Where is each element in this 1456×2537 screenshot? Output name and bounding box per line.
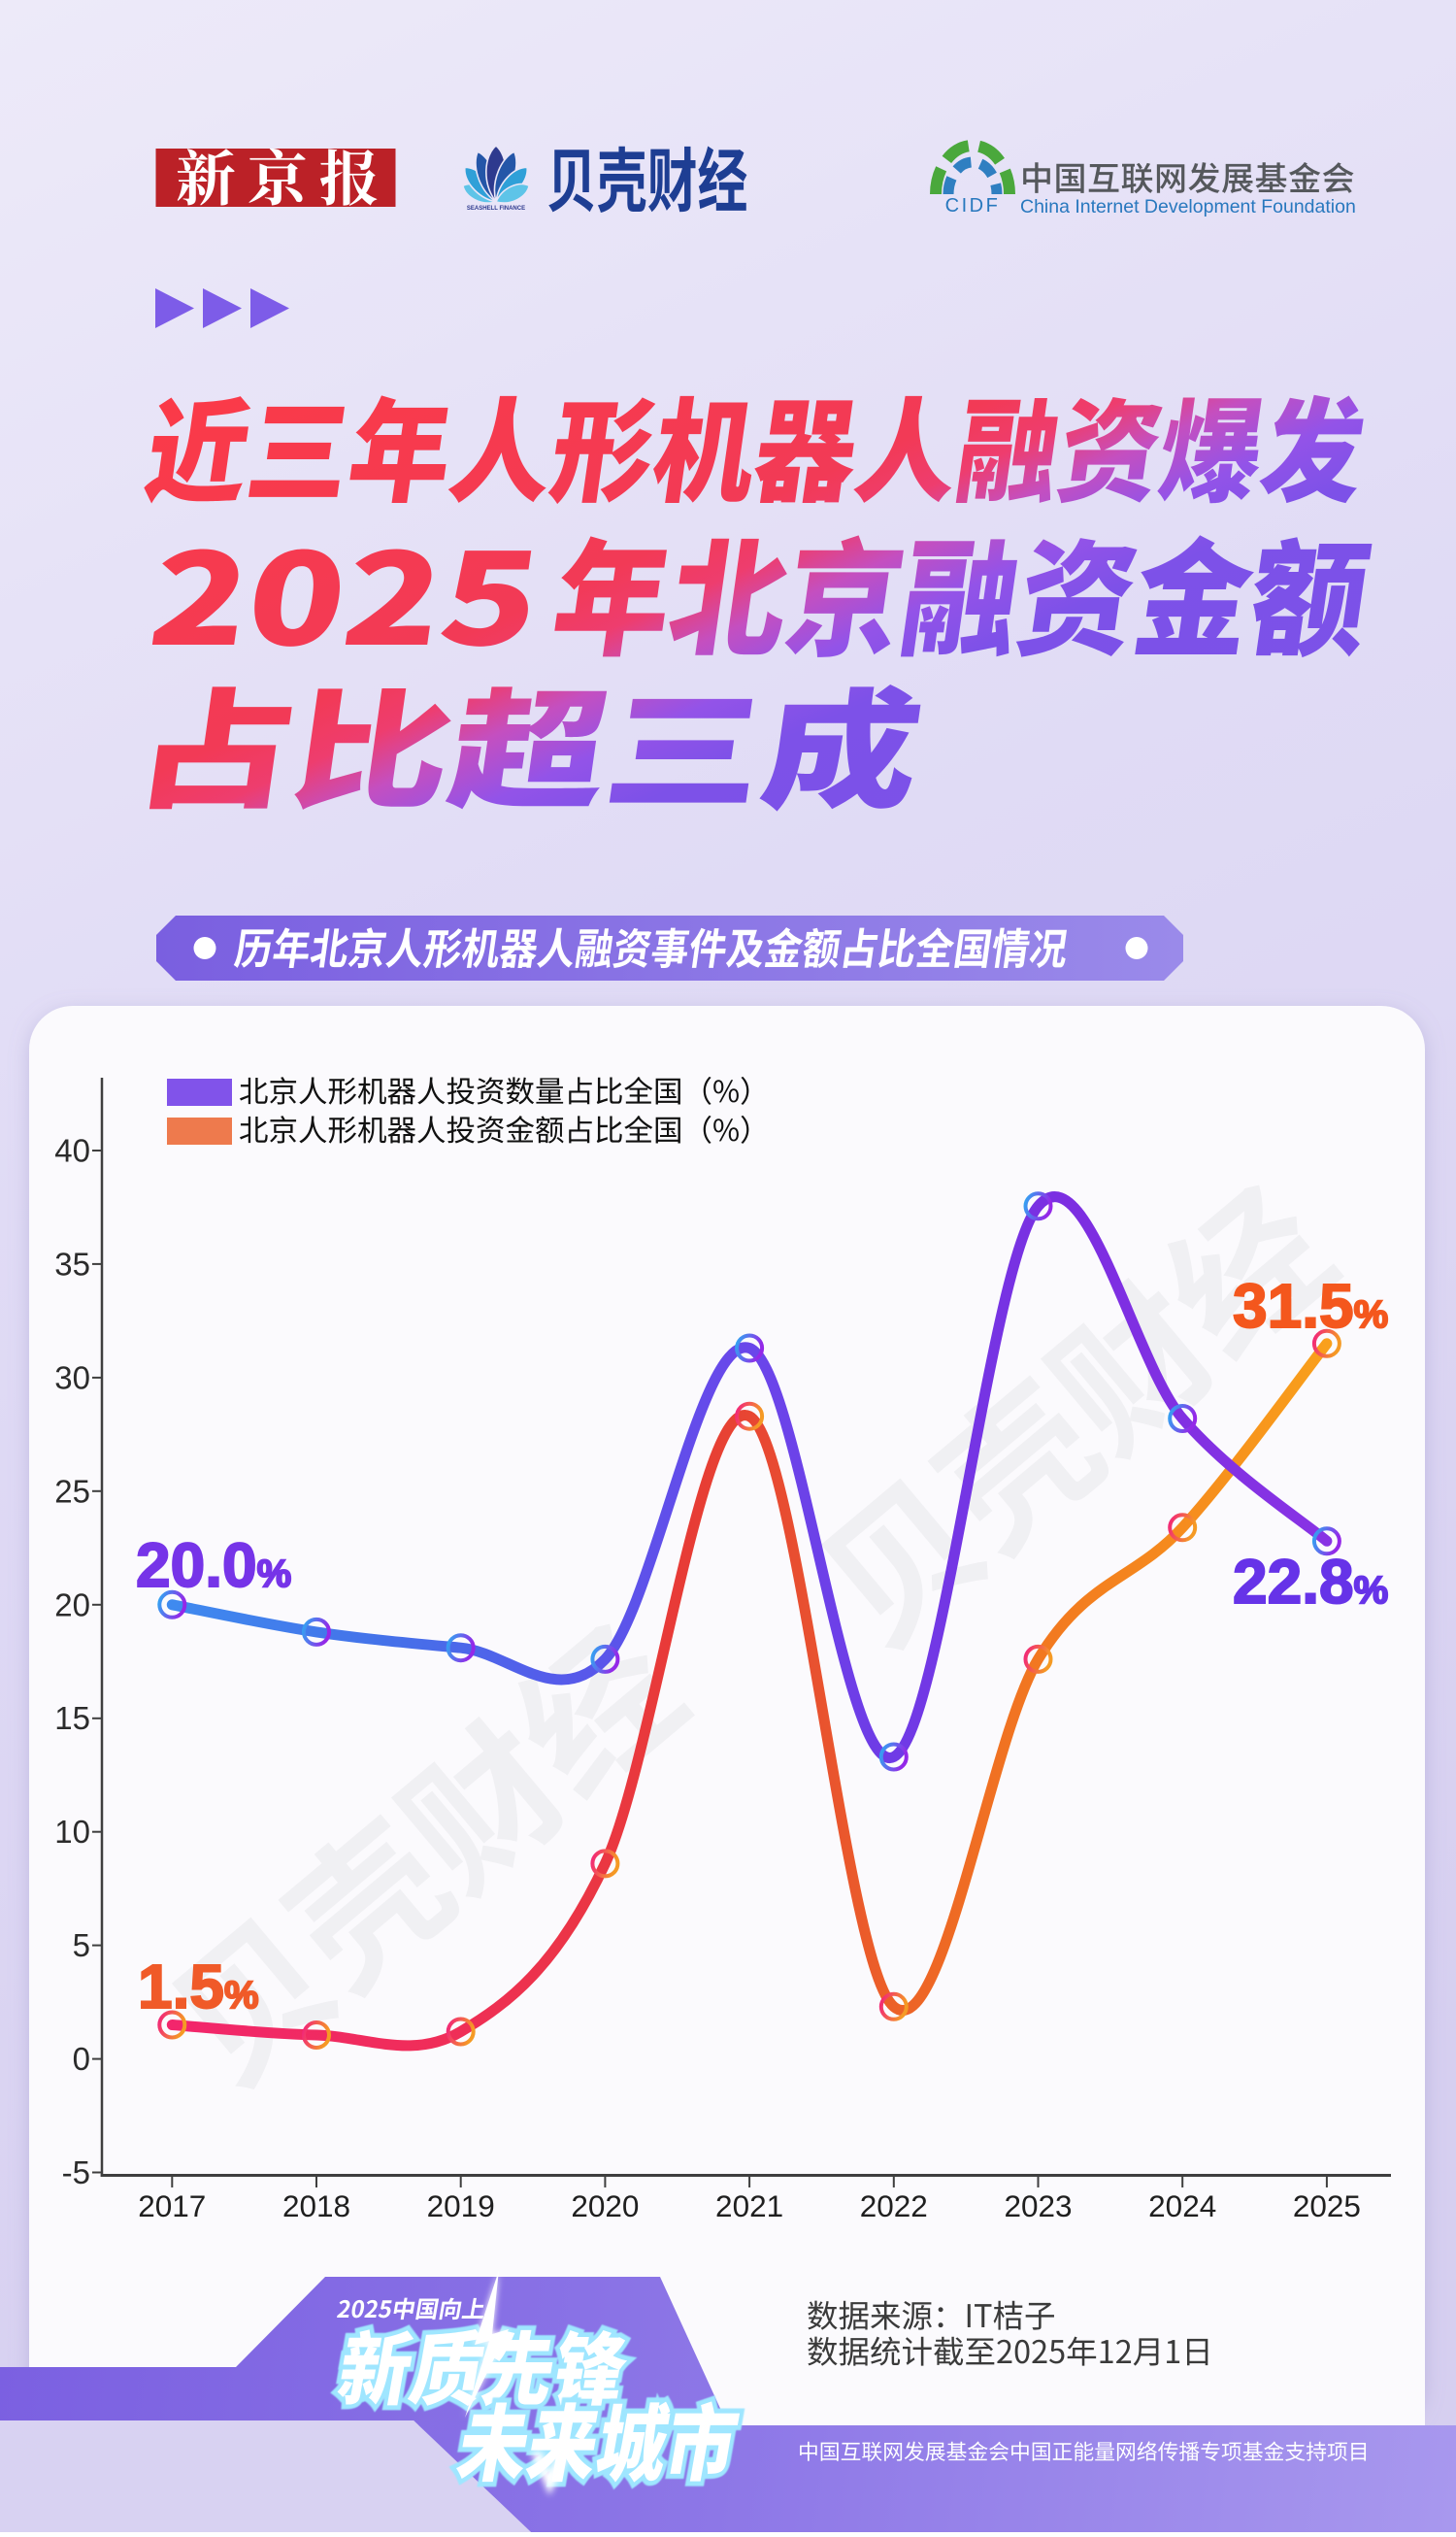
svg-text:2020: 2020 (571, 2188, 639, 2223)
svg-text:2025: 2025 (1293, 2188, 1361, 2223)
svg-text:10: 10 (54, 1814, 90, 1850)
svg-text:22.8%: 22.8% (1233, 1547, 1388, 1617)
svg-text:2024: 2024 (1148, 2188, 1216, 2223)
svg-text:2023: 2023 (1004, 2188, 1072, 2223)
svg-text:-5: -5 (62, 2154, 90, 2190)
svg-text:25: 25 (54, 1473, 90, 1509)
svg-text:SEASHELL FINANCE: SEASHELL FINANCE (467, 206, 525, 212)
svg-text:30: 30 (54, 1359, 90, 1395)
svg-text:2019: 2019 (427, 2188, 495, 2223)
svg-text:35: 35 (54, 1246, 90, 1282)
svg-text:20: 20 (54, 1586, 90, 1622)
svg-text:2021: 2021 (715, 2188, 783, 2223)
svg-text:5: 5 (73, 1927, 90, 1963)
svg-text:40: 40 (54, 1133, 90, 1169)
svg-text:15: 15 (54, 1700, 90, 1736)
svg-text:CIDF: CIDF (945, 195, 1001, 217)
svg-text:2018: 2018 (282, 2188, 350, 2223)
svg-text:2017: 2017 (138, 2188, 206, 2223)
svg-text:1.5%: 1.5% (138, 1952, 259, 2021)
svg-text:2022: 2022 (860, 2188, 928, 2223)
svg-text:0: 0 (73, 2041, 90, 2077)
svg-text:20.0%: 20.0% (136, 1530, 291, 1600)
svg-text:China Internet Development Fou: China Internet Development Foundation (1020, 196, 1356, 217)
